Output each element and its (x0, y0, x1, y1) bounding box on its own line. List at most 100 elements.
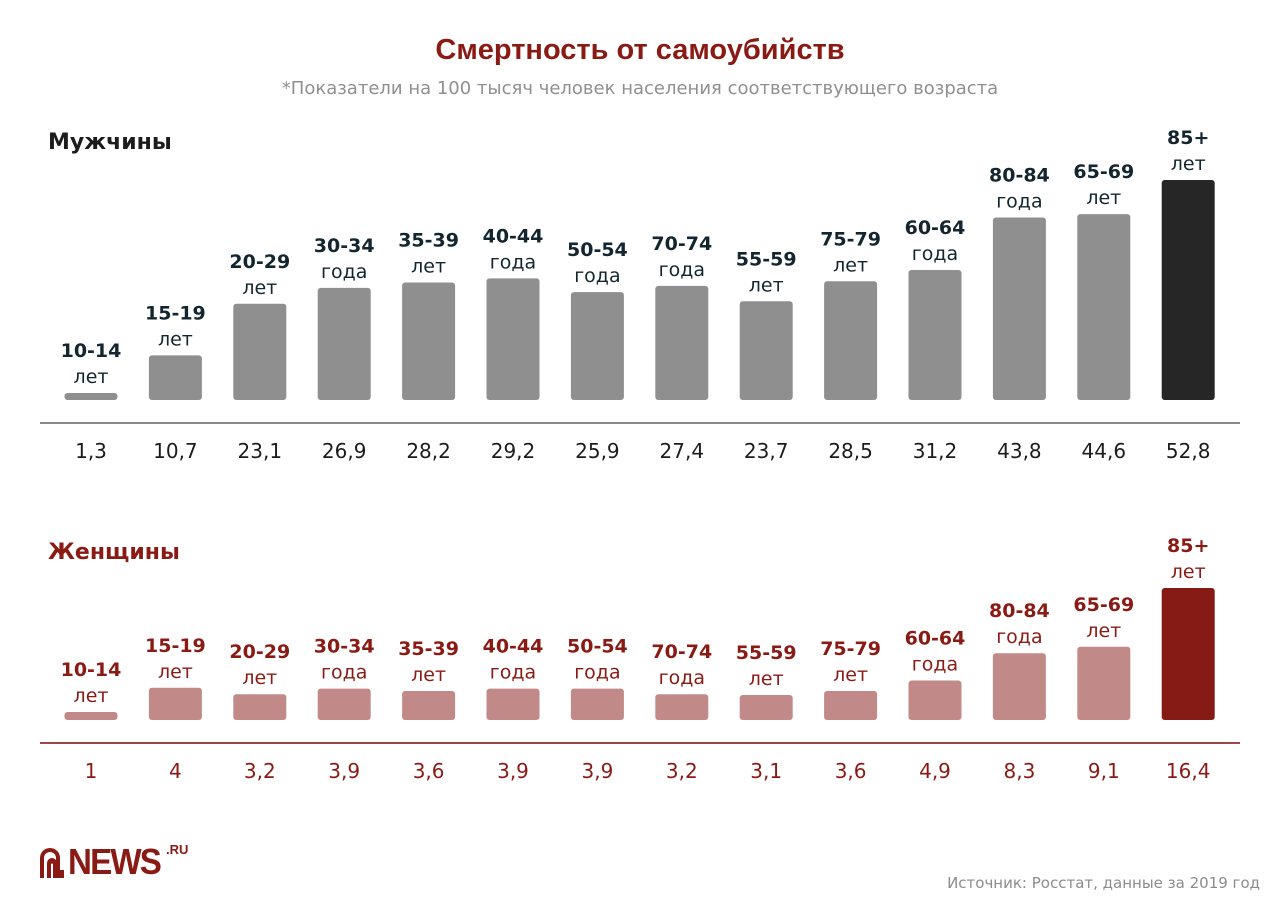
women-value-label: 3,9 (328, 759, 360, 783)
men-value-label: 23,7 (744, 439, 789, 463)
men-age-range-label: 35-39 (398, 230, 459, 252)
men-bar (1161, 180, 1215, 400)
women-age-range-label: 15-19 (145, 635, 206, 657)
women-age-unit-label: лет (74, 685, 109, 707)
men-value-label: 28,5 (828, 439, 873, 463)
women-value-label: 3,6 (413, 759, 445, 783)
women-age-range-label: 10-14 (61, 659, 122, 681)
men-value-label: 23,1 (238, 439, 283, 463)
men-age-unit-label: лет (74, 366, 109, 388)
men-value-label: 31,2 (913, 439, 958, 463)
men-bar (486, 278, 540, 400)
women-age-range-label: 20-29 (229, 641, 290, 663)
men-bar (64, 393, 118, 400)
women-bar (739, 695, 793, 720)
men-value-label: 29,2 (491, 439, 536, 463)
women-age-unit-label: лет (833, 664, 868, 686)
women-age-unit-label: лет (242, 667, 277, 689)
men-bar (1077, 214, 1131, 400)
women-bar (233, 694, 287, 720)
news-ru-logo: NEWS .RU (40, 841, 189, 882)
logo-text: NEWS (68, 841, 162, 882)
men-age-range-label: 20-29 (229, 251, 290, 273)
women-value-label: 8,3 (1003, 759, 1035, 783)
men-age-range-label: 10-14 (61, 340, 122, 362)
women-age-unit-label: года (490, 662, 536, 684)
men-age-range-label: 15-19 (145, 302, 206, 324)
women-age-range-label: 30-34 (314, 636, 375, 658)
women-value-label: 3,1 (750, 759, 782, 783)
women-chart: 10-14 лет 1 15-19 лет 4 20-29 лет 3,2 30-34 года 3,… (40, 535, 1240, 783)
logo-suffix: .RU (166, 842, 189, 857)
men-value-label: 1,3 (75, 439, 107, 463)
women-bar (570, 688, 624, 720)
women-age-unit-label: года (321, 662, 367, 684)
logo-icon (40, 848, 64, 878)
men-age-range-label: 60-64 (905, 217, 966, 239)
women-age-unit-label: года (912, 654, 958, 676)
men-age-unit-label: лет (242, 277, 277, 299)
men-bar (739, 301, 793, 400)
men-age-unit-label: лет (411, 256, 446, 278)
women-bar (824, 691, 878, 720)
women-age-unit-label: лет (749, 668, 784, 690)
men-bar (570, 292, 624, 400)
men-value-label: 27,4 (660, 439, 705, 463)
men-chart: 10-14 лет 1,3 15-19 лет 10,7 20-29 лет 23,1 30-34… (40, 127, 1240, 463)
women-age-unit-label: года (659, 667, 705, 689)
women-age-unit-label: лет (411, 664, 446, 686)
men-bar (148, 355, 202, 400)
men-bar (908, 270, 962, 400)
men-age-unit-label: года (321, 261, 367, 283)
men-value-label: 26,9 (322, 439, 367, 463)
women-age-range-label: 35-39 (398, 638, 459, 660)
men-value-label: 28,2 (406, 439, 451, 463)
men-bar (992, 217, 1046, 400)
men-value-label: 10,7 (153, 439, 198, 463)
men-age-range-label: 40-44 (483, 225, 544, 247)
women-age-unit-label: лет (1171, 561, 1206, 583)
men-age-unit-label: года (490, 251, 536, 273)
men-age-unit-label: лет (749, 274, 784, 296)
men-bar (233, 303, 287, 400)
women-section-title: Женщины (48, 540, 180, 565)
women-value-label: 3,6 (835, 759, 867, 783)
women-age-range-label: 60-64 (905, 628, 966, 650)
men-value-label: 52,8 (1166, 439, 1211, 463)
women-bar (317, 688, 371, 720)
men-bar (402, 282, 456, 400)
men-value-label: 43,8 (997, 439, 1042, 463)
men-age-range-label: 65-69 (1073, 161, 1134, 183)
men-age-range-label: 80-84 (989, 165, 1050, 187)
men-age-unit-label: года (996, 191, 1042, 213)
men-age-unit-label: лет (833, 254, 868, 276)
women-age-range-label: 85+ (1167, 535, 1209, 557)
men-age-range-label: 55-59 (736, 248, 797, 270)
women-bar (908, 680, 962, 720)
women-age-range-label: 55-59 (736, 642, 797, 664)
women-bar (655, 694, 709, 720)
women-value-label: 3,2 (666, 759, 698, 783)
women-value-label: 16,4 (1166, 759, 1211, 783)
men-age-range-label: 85+ (1167, 127, 1209, 149)
men-age-unit-label: лет (1086, 187, 1121, 209)
women-value-label: 3,9 (497, 759, 529, 783)
women-age-range-label: 40-44 (483, 636, 544, 658)
women-bar (486, 688, 540, 720)
source-note: Источник: Росстат, данные за 2019 год (947, 874, 1260, 892)
women-age-range-label: 80-84 (989, 600, 1050, 622)
men-age-unit-label: года (574, 265, 620, 287)
women-bar (148, 687, 202, 720)
men-age-range-label: 70-74 (651, 233, 712, 255)
women-age-range-label: 65-69 (1073, 594, 1134, 616)
men-bar (824, 281, 878, 400)
women-bar (1077, 646, 1131, 720)
women-age-unit-label: лет (1086, 620, 1121, 642)
men-age-range-label: 30-34 (314, 235, 375, 257)
women-bar (1161, 588, 1215, 720)
men-age-range-label: 75-79 (820, 228, 881, 250)
men-section-title: Мужчины (48, 130, 172, 155)
women-value-label: 3,9 (581, 759, 613, 783)
women-bar (64, 711, 118, 720)
